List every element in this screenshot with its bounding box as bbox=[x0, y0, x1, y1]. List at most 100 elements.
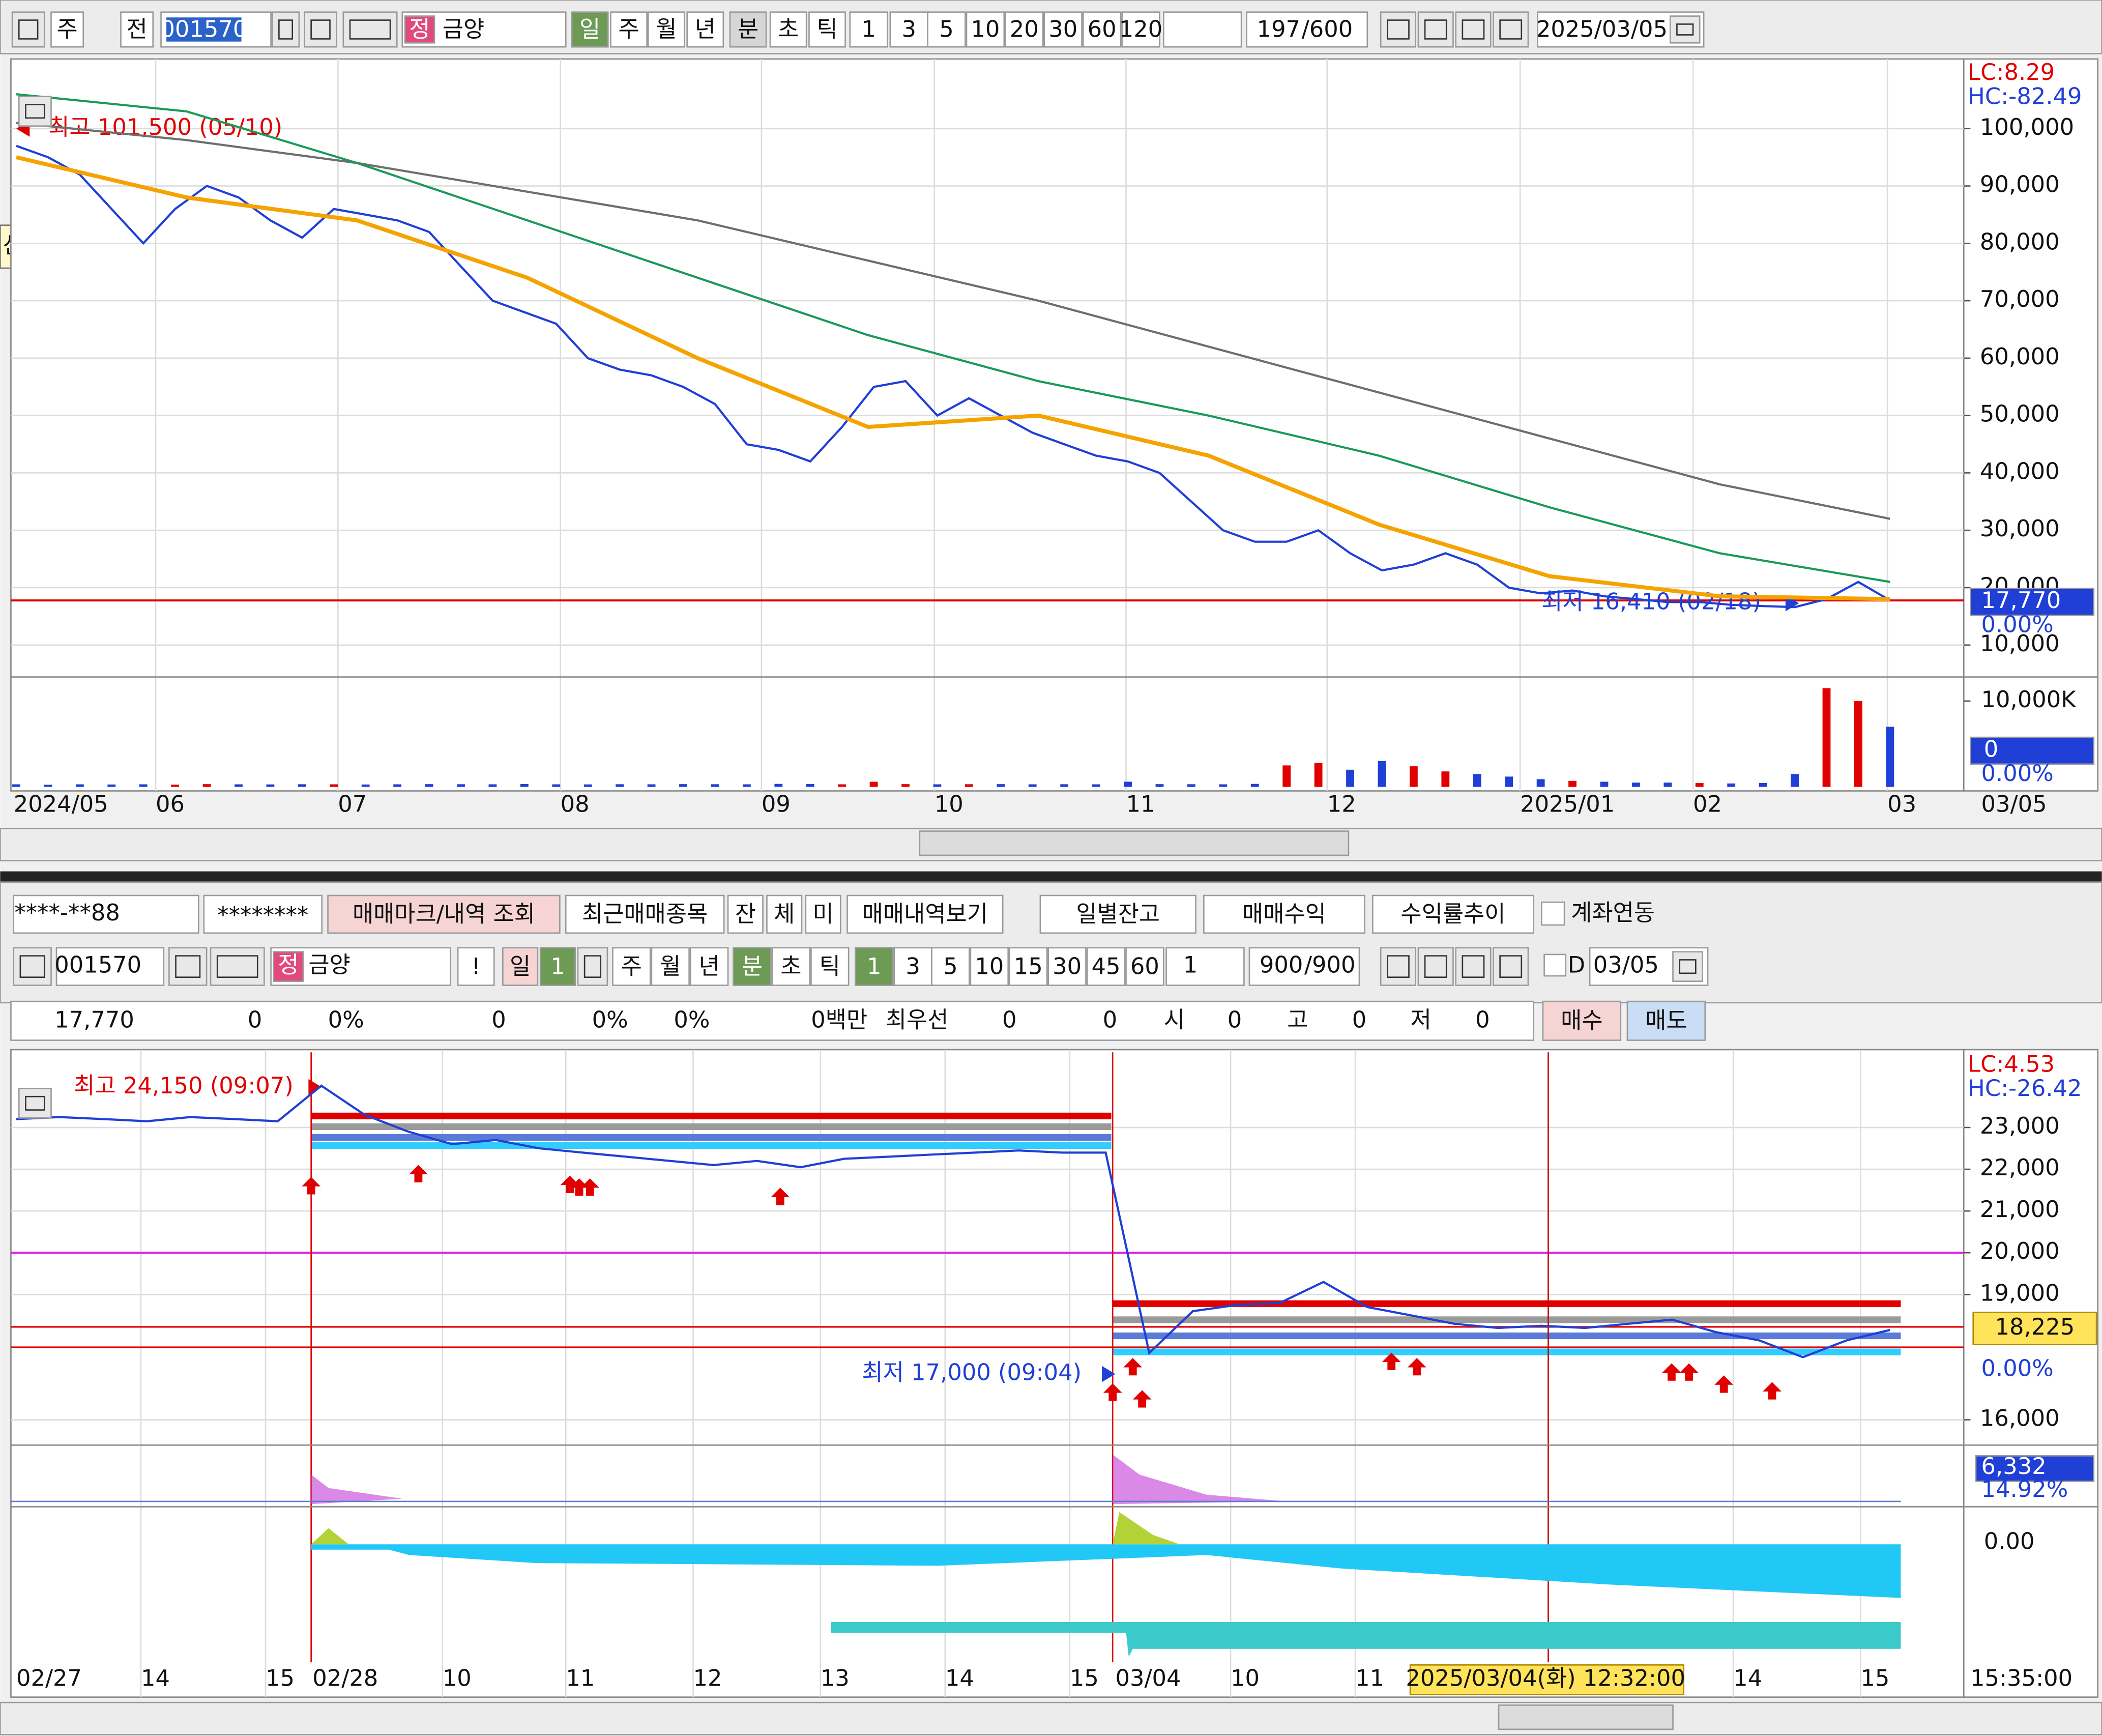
icon-button[interactable] bbox=[342, 11, 398, 48]
button-label[interactable]: 매도 bbox=[1645, 1007, 1687, 1034]
button-label[interactable]: 주 bbox=[621, 952, 642, 979]
checkbox[interactable] bbox=[1543, 953, 1567, 977]
scroll-thumb[interactable] bbox=[919, 830, 1350, 856]
button[interactable] bbox=[1047, 947, 1087, 986]
button-label[interactable]: 체 bbox=[774, 901, 795, 928]
button-label[interactable]: 60 bbox=[1130, 952, 1159, 979]
button[interactable] bbox=[539, 947, 576, 986]
button-label[interactable]: 최근매매종목 bbox=[582, 901, 708, 928]
icon-button[interactable] bbox=[271, 11, 300, 48]
button-label[interactable]: 일 bbox=[579, 16, 600, 43]
password-input[interactable] bbox=[203, 894, 323, 934]
button[interactable] bbox=[647, 11, 685, 48]
checkbox[interactable] bbox=[1541, 901, 1565, 926]
button-label[interactable]: 60 bbox=[1088, 16, 1117, 43]
button[interactable] bbox=[689, 947, 729, 986]
button-label[interactable]: 월 bbox=[656, 16, 677, 43]
button-label[interactable]: 년 bbox=[699, 952, 720, 979]
button-label[interactable]: 분 bbox=[742, 952, 763, 979]
scrollbar[interactable] bbox=[0, 1701, 2102, 1735]
icon-button[interactable] bbox=[1417, 11, 1454, 48]
button[interactable] bbox=[970, 947, 1009, 986]
button[interactable] bbox=[889, 11, 928, 48]
account-select[interactable] bbox=[13, 894, 199, 934]
button[interactable] bbox=[810, 947, 850, 986]
icon-button[interactable] bbox=[1493, 947, 1529, 986]
button[interactable] bbox=[846, 894, 1004, 934]
icon-button[interactable] bbox=[1417, 947, 1454, 986]
button[interactable] bbox=[457, 947, 495, 986]
icon-button[interactable] bbox=[1380, 11, 1416, 48]
button-label[interactable]: 5 bbox=[939, 16, 954, 43]
button-label[interactable]: 3 bbox=[901, 16, 916, 43]
icon-button[interactable] bbox=[11, 11, 45, 48]
button[interactable] bbox=[766, 894, 803, 934]
button[interactable] bbox=[927, 11, 966, 48]
icon-button[interactable] bbox=[1455, 11, 1492, 48]
button-label[interactable]: 일별잔고 bbox=[1076, 901, 1160, 928]
button[interactable] bbox=[849, 11, 888, 48]
button[interactable] bbox=[327, 894, 561, 934]
button[interactable] bbox=[729, 11, 767, 48]
button-label[interactable]: 일 bbox=[510, 952, 531, 979]
button-label[interactable]: 1 bbox=[861, 16, 876, 43]
button[interactable] bbox=[651, 947, 690, 986]
button-label[interactable]: 20 bbox=[1010, 16, 1039, 43]
button[interactable] bbox=[966, 11, 1005, 48]
button[interactable] bbox=[686, 11, 724, 48]
button[interactable] bbox=[1125, 947, 1164, 986]
button-label[interactable]: 수익률추이 bbox=[1400, 901, 1505, 928]
button-label[interactable]: 초 bbox=[780, 952, 801, 979]
button[interactable] bbox=[727, 894, 764, 934]
button[interactable] bbox=[893, 947, 932, 986]
button[interactable] bbox=[769, 11, 807, 48]
button[interactable] bbox=[50, 11, 84, 48]
button-label[interactable]: 전 bbox=[126, 16, 147, 43]
button[interactable] bbox=[1086, 947, 1126, 986]
button[interactable] bbox=[1009, 947, 1048, 986]
button-label[interactable]: 1 bbox=[867, 952, 882, 979]
button-label[interactable]: 매매내역보기 bbox=[862, 901, 988, 928]
button-label[interactable]: 미 bbox=[812, 901, 833, 928]
button[interactable] bbox=[1372, 894, 1534, 934]
button[interactable] bbox=[120, 11, 154, 48]
icon-button[interactable] bbox=[1672, 951, 1703, 982]
button[interactable] bbox=[1626, 1000, 1706, 1041]
button[interactable] bbox=[855, 947, 894, 986]
button[interactable] bbox=[805, 894, 841, 934]
button[interactable] bbox=[612, 947, 651, 986]
button-label[interactable]: 초 bbox=[778, 16, 799, 43]
icon-button[interactable] bbox=[18, 96, 52, 127]
icon-button[interactable] bbox=[577, 947, 608, 986]
button-label[interactable]: 주 bbox=[618, 16, 639, 43]
button-label[interactable]: 15 bbox=[1014, 952, 1043, 979]
code-input[interactable] bbox=[55, 947, 165, 986]
button[interactable] bbox=[771, 947, 811, 986]
button-label[interactable]: 3 bbox=[906, 952, 920, 979]
icon-button[interactable] bbox=[1455, 947, 1492, 986]
button[interactable] bbox=[610, 11, 648, 48]
icon-button[interactable] bbox=[1493, 11, 1529, 48]
icon-button[interactable] bbox=[18, 1088, 52, 1119]
button[interactable] bbox=[565, 894, 725, 934]
button-label[interactable]: 매매수익 bbox=[1242, 901, 1326, 928]
button-label[interactable]: 년 bbox=[695, 16, 716, 43]
icon-button[interactable] bbox=[13, 947, 52, 986]
button-label[interactable]: 분 bbox=[738, 16, 758, 43]
button[interactable] bbox=[733, 947, 772, 986]
button-label[interactable]: 매수 bbox=[1561, 1007, 1602, 1034]
scroll-thumb[interactable] bbox=[1498, 1704, 1674, 1730]
button[interactable] bbox=[571, 11, 609, 48]
button-label[interactable]: 1 bbox=[550, 952, 565, 979]
button[interactable] bbox=[808, 11, 846, 48]
icon-button[interactable] bbox=[1380, 947, 1416, 986]
button-label[interactable]: 틱 bbox=[816, 16, 837, 43]
button[interactable] bbox=[1542, 1000, 1622, 1041]
icon-button[interactable] bbox=[210, 947, 265, 986]
button[interactable] bbox=[1121, 11, 1160, 48]
button[interactable] bbox=[1043, 11, 1083, 48]
button[interactable] bbox=[1082, 11, 1122, 48]
button-label[interactable]: 120 bbox=[1119, 16, 1162, 43]
button-label[interactable]: 주 bbox=[56, 16, 77, 43]
button-label[interactable]: 월 bbox=[660, 952, 681, 979]
